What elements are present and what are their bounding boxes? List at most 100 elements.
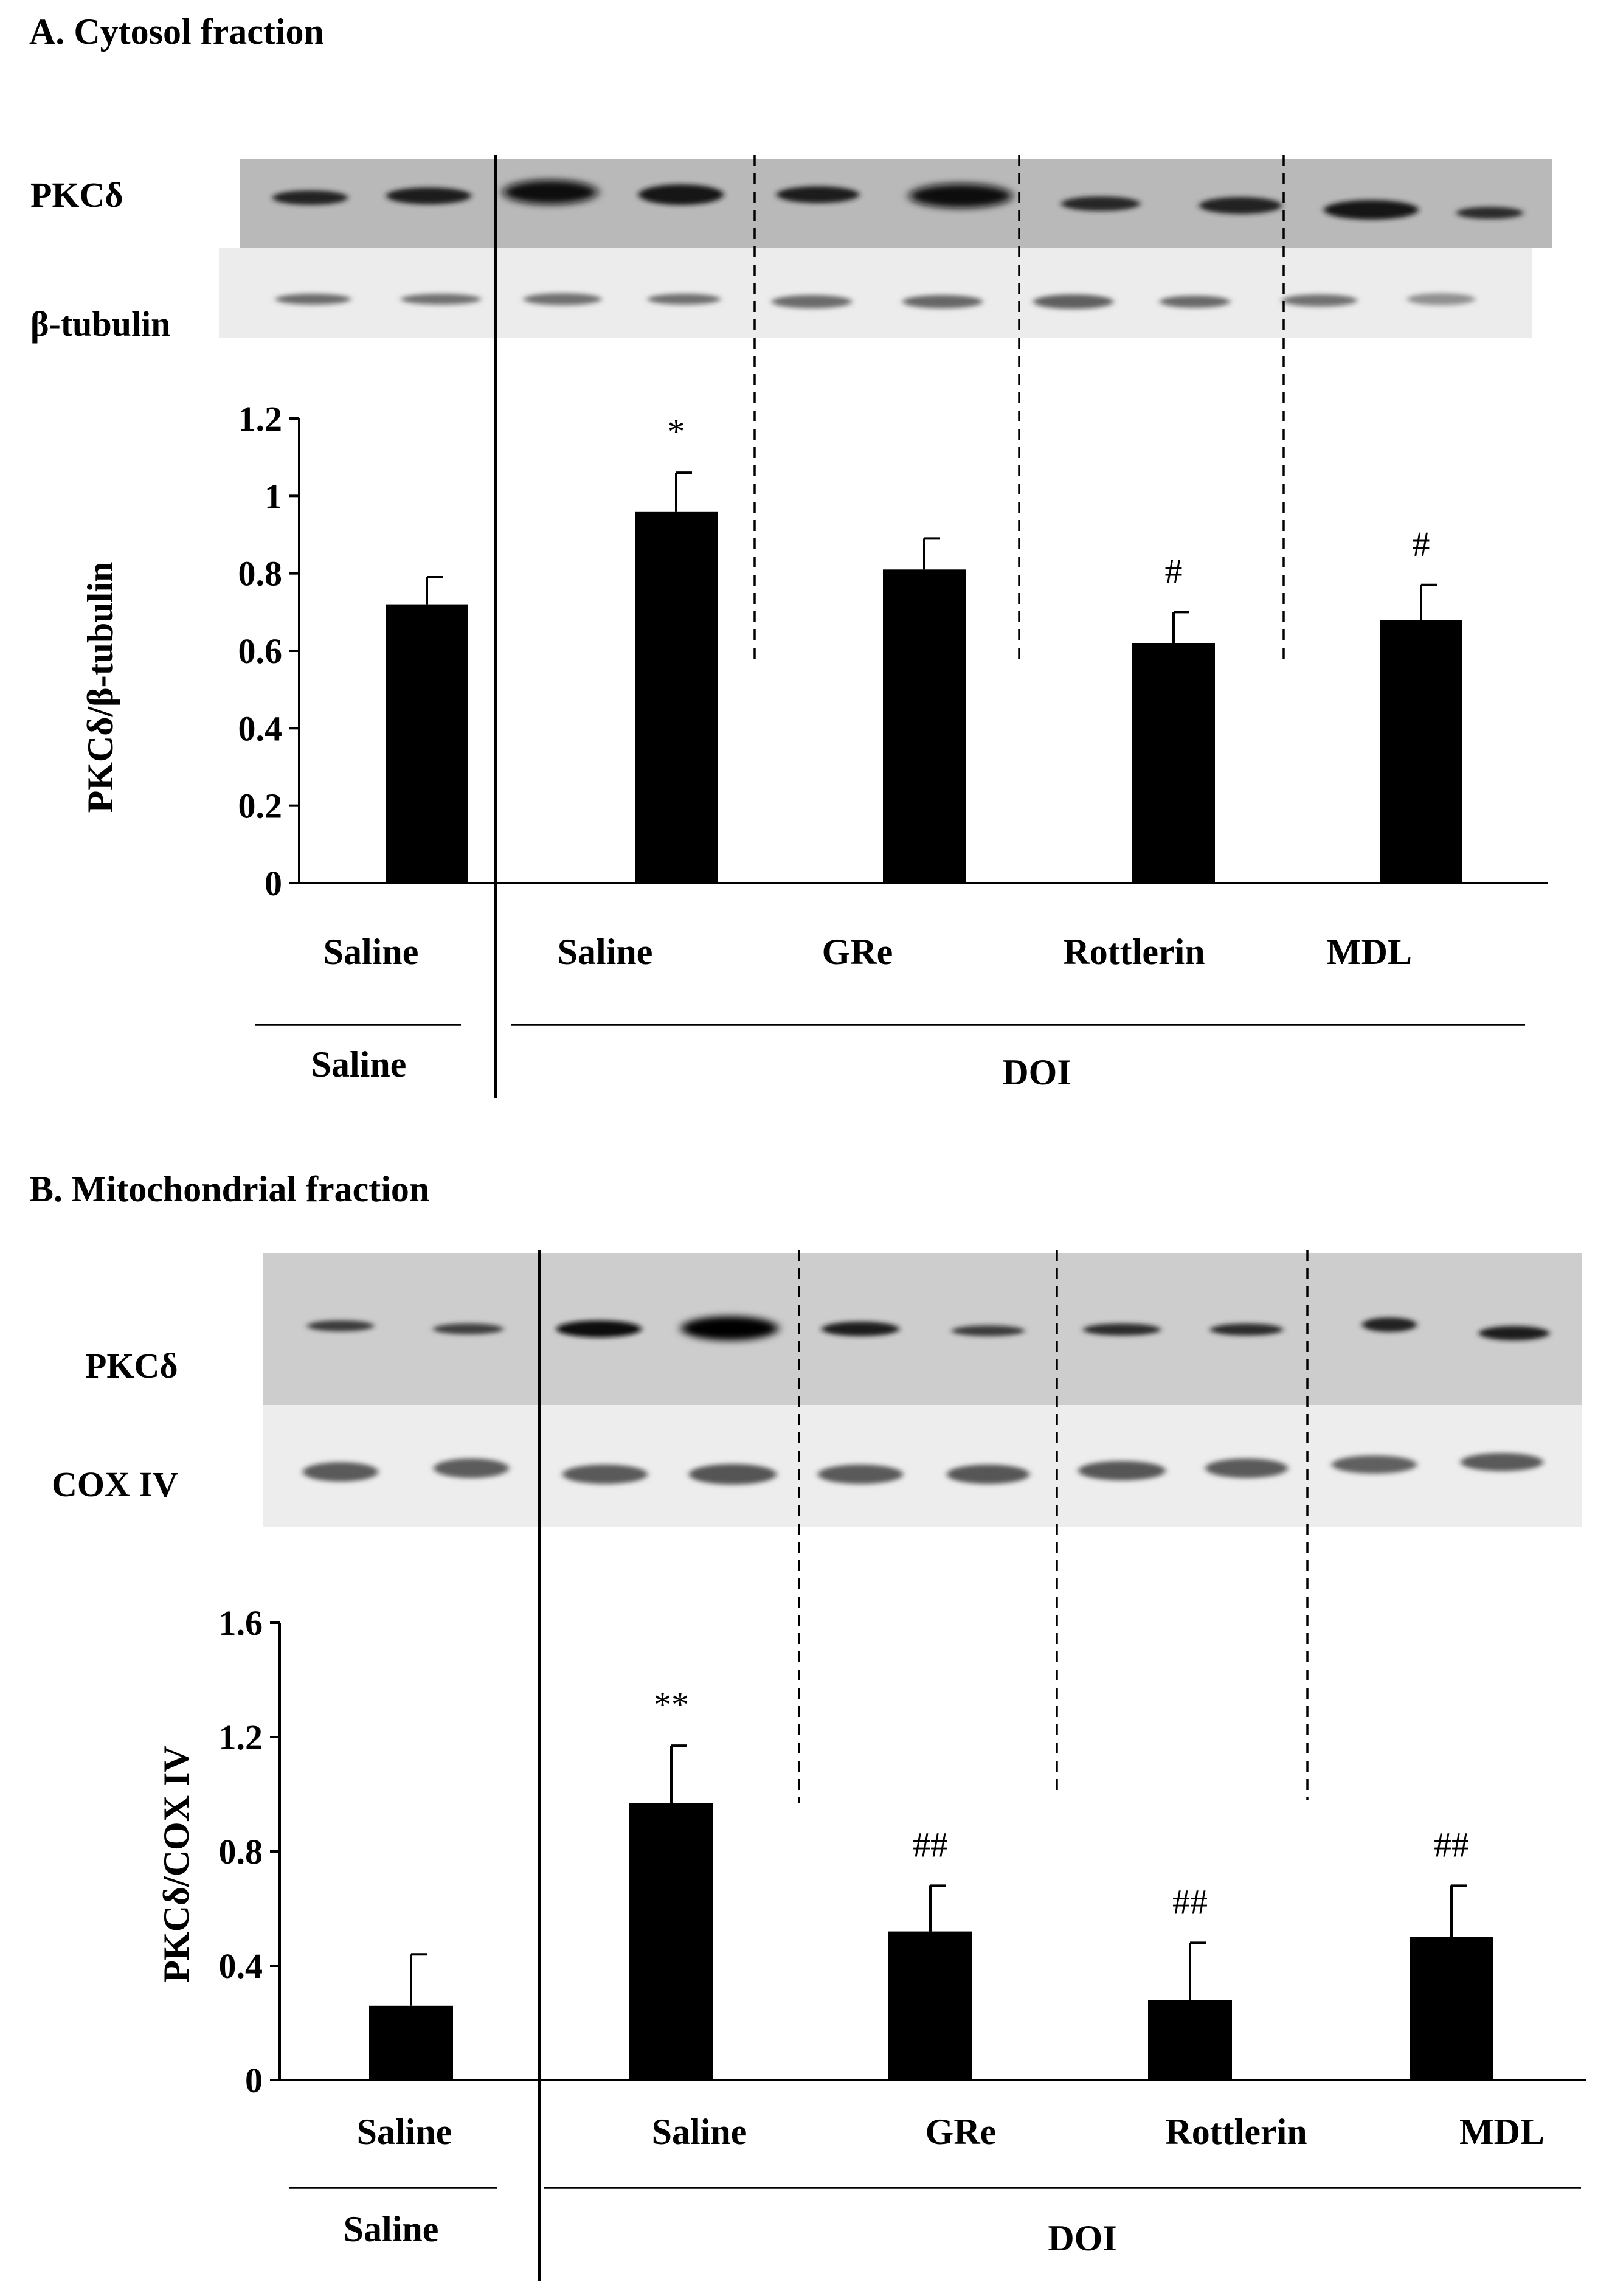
- blot-label-cox: COX IV: [52, 1465, 178, 1504]
- blot-band: [524, 293, 601, 305]
- blot-band: [1199, 197, 1282, 214]
- y-tick-label: 1.2: [219, 1718, 263, 1757]
- panel-b: B. Mitochondrial fraction PKCδ COX IV PK…: [29, 1169, 1586, 2281]
- significance-marker: #: [1165, 551, 1183, 591]
- group-label-saline: Saline: [311, 1044, 407, 1084]
- y-tick-label: 0.2: [238, 786, 283, 826]
- blot-band: [275, 294, 351, 305]
- panel-a-title: A. Cytosol fraction: [29, 12, 324, 52]
- blot-band: [1160, 296, 1230, 308]
- blot-band: [433, 1323, 503, 1334]
- blot-band: [303, 1462, 378, 1482]
- category-label: MDL: [1459, 2112, 1545, 2152]
- bar: [386, 604, 468, 883]
- blot-bands: [303, 1316, 1549, 1485]
- blot-band: [1407, 293, 1475, 305]
- blot-band: [952, 1325, 1025, 1336]
- blot-band: [638, 184, 724, 205]
- tubulin-blot-strip: [219, 248, 1532, 338]
- category-label: Saline: [357, 2112, 452, 2152]
- category-label: GRe: [925, 2112, 997, 2152]
- blot-label-tubulin: β-tubulin: [30, 304, 170, 344]
- blot-band: [1282, 294, 1357, 307]
- blot-band: [556, 1320, 642, 1337]
- y-tick-label: 0.4: [238, 709, 283, 748]
- blot-band: [681, 1316, 778, 1340]
- blot-band: [272, 190, 348, 205]
- blot-band: [1078, 1461, 1166, 1480]
- blot-band: [909, 184, 1012, 208]
- blot-band: [1210, 1323, 1283, 1336]
- significance-marker: ##: [1434, 1825, 1469, 1864]
- y-tick-label: 1: [265, 476, 282, 516]
- y-tick-label: 1.6: [219, 1603, 263, 1643]
- category-label: Rottlerin: [1063, 932, 1205, 972]
- panel-a-plot: 0 0.2 0.4 0.6 0.8 1 1.2 * # #: [238, 399, 1548, 903]
- bar: [1380, 620, 1462, 883]
- group-label-saline: Saline: [344, 2209, 439, 2249]
- category-label: Rottlerin: [1165, 2112, 1307, 2152]
- significance-marker: ##: [1172, 1882, 1208, 1921]
- bar: [1148, 2000, 1232, 2080]
- pkc-blot-strip: [240, 159, 1552, 248]
- category-label: MDL: [1327, 932, 1412, 972]
- y-tick-label: 0: [265, 864, 282, 903]
- blot-band: [503, 180, 598, 204]
- blot-band: [1456, 207, 1523, 219]
- blot-band: [902, 295, 983, 308]
- blot-band: [777, 186, 859, 203]
- panel-a: A. Cytosol fraction PKCδ β-tubulin PKCδ/…: [29, 12, 1552, 1098]
- significance-marker: *: [668, 412, 685, 451]
- panel-a-ylabel: PKCδ/β-tubulin: [80, 562, 120, 813]
- blot-band: [434, 1458, 509, 1478]
- blot-band: [689, 1464, 777, 1485]
- blot-band: [562, 1465, 648, 1484]
- y-tick-label: 0.4: [219, 1946, 263, 1986]
- blot-band: [1205, 1458, 1288, 1478]
- category-label: Saline: [323, 932, 419, 972]
- significance-marker: **: [654, 1685, 689, 1724]
- group-label-doi: DOI: [1002, 1052, 1071, 1092]
- bar: [1132, 643, 1215, 883]
- blot-band: [1061, 196, 1140, 211]
- bar: [888, 1931, 972, 2080]
- bar: [883, 569, 966, 883]
- category-label: Saline: [558, 932, 653, 972]
- panel-b-title: B. Mitochondrial fraction: [29, 1169, 429, 1209]
- blot-label-pkc: PKCδ: [85, 1346, 178, 1386]
- bar: [629, 1803, 713, 2080]
- blot-band: [1324, 200, 1419, 220]
- y-tick-label: 0.6: [238, 631, 283, 671]
- blot-label-pkc: PKCδ: [30, 175, 123, 215]
- category-label: GRe: [822, 932, 893, 972]
- blot-band: [1461, 1453, 1543, 1471]
- y-tick-label: 0.8: [219, 1832, 263, 1871]
- group-label-doi: DOI: [1048, 2218, 1116, 2258]
- panel-a-blot: PKCδ β-tubulin: [30, 159, 1552, 344]
- blot-band: [1083, 1323, 1161, 1336]
- blot-band: [822, 1322, 899, 1336]
- panel-b-blot: PKCδ COX IV: [52, 1253, 1582, 1527]
- blot-bands: [272, 180, 1523, 309]
- blot-band: [1033, 294, 1113, 309]
- y-tick-label: 0.8: [238, 554, 283, 594]
- blot-band: [1332, 1455, 1417, 1474]
- significance-marker: ##: [913, 1825, 948, 1864]
- panel-b-ylabel: PKCδ/COX IV: [156, 1746, 196, 1982]
- significance-marker: #: [1413, 524, 1430, 564]
- blot-band: [1479, 1326, 1549, 1340]
- bar: [369, 2005, 453, 2080]
- blot-band: [947, 1465, 1029, 1484]
- blot-band: [1362, 1317, 1417, 1332]
- blot-band: [386, 187, 471, 204]
- bar: [635, 511, 718, 883]
- blot-band: [648, 294, 721, 305]
- blot-band: [818, 1465, 903, 1484]
- bar: [1410, 1937, 1493, 2080]
- blot-band: [307, 1320, 374, 1331]
- blot-band: [401, 294, 481, 305]
- category-label: Saline: [652, 2112, 747, 2152]
- y-tick-label: 1.2: [238, 399, 283, 439]
- y-tick-label: 0: [245, 2061, 263, 2100]
